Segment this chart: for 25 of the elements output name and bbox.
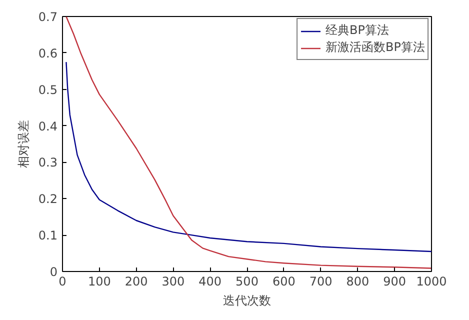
y-tick-label: 0.5 bbox=[38, 82, 58, 97]
x-tick-label: 700 bbox=[309, 274, 332, 288]
y-tick-label: 0.1 bbox=[38, 228, 58, 243]
legend-label: 经典BP算法 bbox=[326, 22, 389, 39]
legend-label: 新激活函数BP算法 bbox=[326, 39, 425, 56]
y-axis-title: 相对误差 bbox=[16, 120, 30, 168]
x-tick-label: 0 bbox=[58, 274, 66, 288]
y-tick-label: 0.6 bbox=[38, 46, 58, 60]
x-tick-label: 100 bbox=[88, 274, 111, 288]
x-tick-label: 300 bbox=[162, 274, 185, 288]
y-tick-label: 0.7 bbox=[38, 10, 58, 24]
y-tick-label: 0 bbox=[50, 265, 58, 279]
x-tick-label: 800 bbox=[346, 274, 370, 288]
x-tick-label: 400 bbox=[198, 274, 222, 288]
x-tick-label: 1000 bbox=[416, 274, 447, 288]
y-tick-label: 0.3 bbox=[38, 156, 58, 170]
y-tick-label: 0.2 bbox=[38, 192, 58, 206]
y-tick-label: 0.4 bbox=[38, 119, 58, 134]
x-tick-label: 200 bbox=[124, 274, 148, 288]
line-series bbox=[66, 61, 432, 252]
line-series bbox=[66, 16, 432, 269]
x-tick-label: 600 bbox=[272, 274, 296, 288]
x-axis-title: 迭代次数 bbox=[223, 294, 271, 308]
x-tick-label: 900 bbox=[383, 274, 406, 288]
x-tick-label: 500 bbox=[236, 274, 258, 288]
